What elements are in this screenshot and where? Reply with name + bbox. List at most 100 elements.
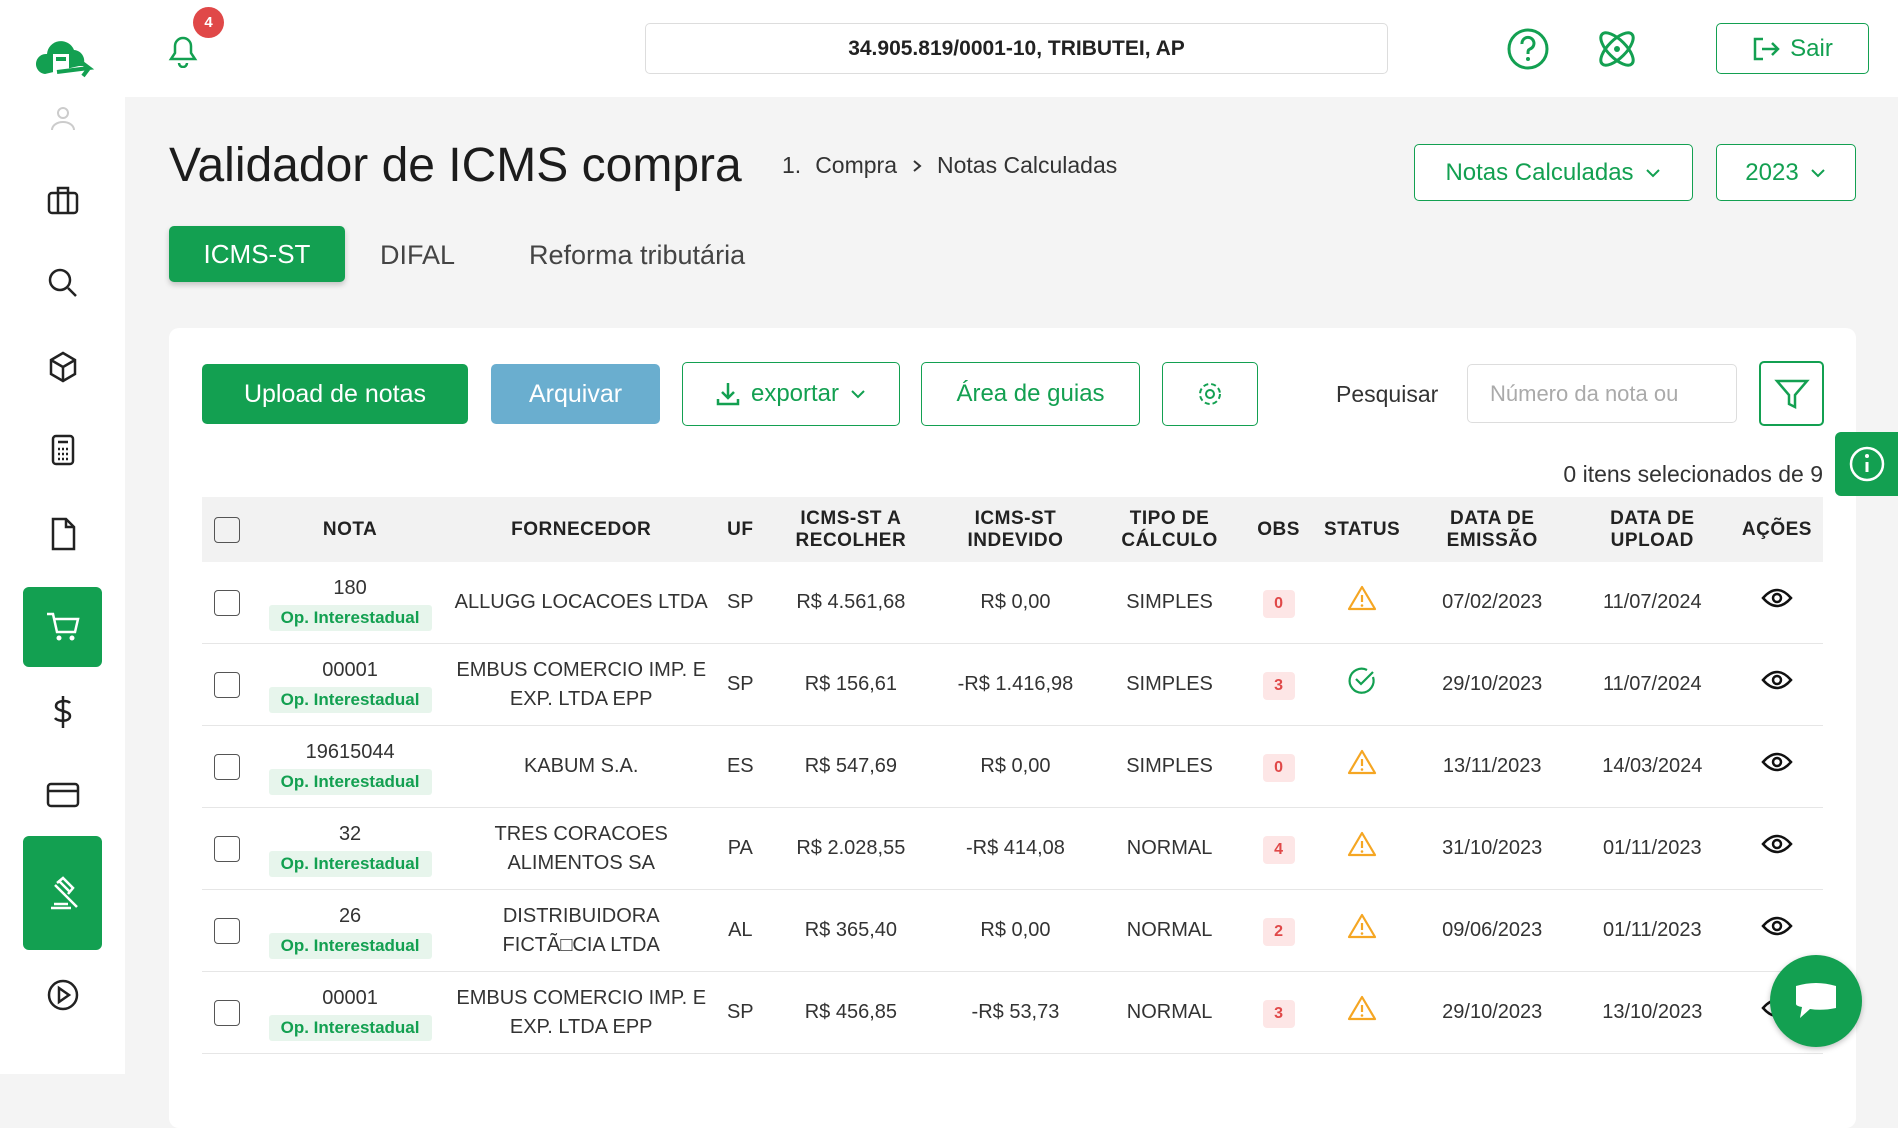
header-cell: DATA DE UPLOAD [1573, 497, 1731, 562]
ok-icon [1348, 667, 1375, 694]
checkbox-cell [202, 643, 253, 726]
logo[interactable] [33, 38, 95, 86]
header-cell: STATUS [1313, 497, 1411, 562]
chat-icon [1796, 983, 1836, 1018]
actions-cell [1730, 725, 1823, 808]
view-button[interactable] [1761, 670, 1793, 696]
status-cell [1313, 971, 1411, 1054]
emissao-cell: 07/02/2023 [1410, 562, 1574, 644]
view-button[interactable] [1761, 834, 1793, 860]
uf-cell: AL [714, 889, 767, 972]
nav-cart[interactable] [23, 587, 102, 667]
tab[interactable]: Reforma tributária [529, 240, 746, 270]
user-icon[interactable] [50, 106, 76, 130]
card-icon [46, 782, 79, 808]
nav-finance[interactable] [23, 692, 102, 732]
status-cell [1313, 807, 1411, 890]
nota-cell: 180 Op. Interestadual [252, 562, 449, 644]
chat-button[interactable] [1770, 955, 1862, 1047]
year-dropdown[interactable]: 2023 [1716, 144, 1856, 201]
view-dropdown[interactable]: Notas Calculadas [1414, 144, 1693, 201]
fornecedor-cell: DISTRIBUIDORA FICTÃ□CIA LTDA [448, 889, 715, 972]
company-selector[interactable]: 34.905.819/0001-10, TRIBUTEI, AP [645, 23, 1388, 74]
search-icon [48, 268, 77, 297]
upload-cell: 11/07/2024 [1573, 643, 1731, 726]
nota-number: 26 [338, 904, 362, 927]
row-checkbox[interactable] [214, 917, 240, 944]
recolher-cell: R$ 4.561,68 [766, 562, 936, 644]
tab[interactable]: DIFAL [380, 240, 456, 270]
year-label: 2023 [1745, 158, 1799, 186]
export-button[interactable]: exportar [682, 362, 900, 426]
checkbox-cell [202, 971, 253, 1054]
table-row: 19615044 Op. Interestadual KABUM S.A. ES R$ … [202, 725, 1823, 808]
upload-button[interactable]: Upload de notas [202, 364, 468, 424]
logout-button[interactable]: Sair [1716, 23, 1869, 74]
row-checkbox[interactable] [214, 999, 240, 1026]
bell-icon[interactable] [166, 32, 200, 68]
header-cell: NOTA [252, 497, 449, 562]
view-label: Notas Calculadas [1445, 158, 1634, 186]
nav-box[interactable] [23, 347, 102, 387]
operation-tag: Op. Interestadual [268, 850, 432, 877]
table-body: 180 Op. Interestadual ALLUGG LOCACOES LTDA… [202, 562, 1823, 1054]
table-row: 32 Op. Interestadual TRES CORACOES ALIMENT… [202, 807, 1823, 890]
nav-legal[interactable] [23, 836, 102, 950]
nav-card[interactable] [23, 775, 102, 815]
nota-cell: 19615044 Op. Interestadual [252, 725, 449, 808]
table-row: 00001 Op. Interestadual EMBUS COMERCIO IMP… [202, 643, 1823, 726]
view-icon [1761, 916, 1793, 936]
view-button[interactable] [1761, 588, 1793, 614]
view-button[interactable] [1761, 916, 1793, 942]
tipo-cell: NORMAL [1095, 807, 1244, 890]
play-icon [47, 979, 78, 1011]
nav-file[interactable] [23, 514, 102, 554]
nav-calculator[interactable] [23, 430, 102, 470]
dollar-icon [53, 696, 71, 728]
checkbox-cell [202, 807, 253, 890]
breadcrumb-step: 1. [782, 152, 802, 178]
fornecedor-cell: KABUM S.A. [448, 725, 715, 808]
fornecedor-cell: TRES CORACOES ALIMENTOS SA [448, 807, 715, 890]
view-icon [1761, 670, 1793, 690]
archive-button[interactable]: Arquivar [491, 364, 660, 424]
select-all-checkbox[interactable] [214, 516, 240, 543]
warning-icon [1348, 913, 1377, 939]
uf-cell: PA [714, 807, 767, 890]
header-row: NOTA FORNECEDOR UF ICMS-ST A RECOLHER ICMS-S… [202, 497, 1823, 562]
search-input[interactable]: Número da nota ou [1467, 364, 1737, 423]
row-checkbox[interactable] [214, 835, 240, 862]
settings-button[interactable] [1162, 362, 1258, 426]
notes-table: NOTA FORNECEDOR UF ICMS-ST A RECOLHER ICMS-S… [202, 497, 1823, 1054]
breadcrumb-item[interactable]: Compra [815, 152, 897, 178]
export-label: exportar [750, 380, 840, 407]
atom-icon[interactable] [1593, 25, 1641, 73]
filter-button[interactable] [1759, 361, 1824, 426]
page-title: Validador de ICMS compra [169, 139, 742, 192]
selection-count: 0 itens selecionados de 9 [1563, 461, 1823, 487]
checkbox-cell [202, 889, 253, 972]
row-checkbox[interactable] [214, 671, 240, 698]
view-button[interactable] [1761, 752, 1793, 778]
header-cell: FORNECEDOR [448, 497, 715, 562]
actions-cell [1730, 643, 1823, 726]
guides-button[interactable]: Área de guias [921, 362, 1140, 426]
nota-cell: 32 Op. Interestadual [252, 807, 449, 890]
indevido-cell: R$ 0,00 [935, 562, 1096, 644]
calculator-icon [51, 434, 74, 466]
status-cell [1313, 643, 1411, 726]
nav-search[interactable] [23, 263, 102, 303]
operation-tag: Op. Interestadual [268, 932, 432, 959]
nav-video[interactable] [23, 975, 102, 1015]
nota-cell: 00001 Op. Interestadual [252, 643, 449, 726]
tab-active[interactable]: ICMS-ST [169, 226, 345, 282]
nav-briefcase[interactable] [23, 180, 102, 220]
header-cell: OBS [1243, 497, 1314, 562]
row-checkbox[interactable] [214, 753, 240, 780]
header-cell: AÇÕES [1730, 497, 1823, 562]
row-checkbox[interactable] [214, 589, 240, 616]
obs-badge: 3 [1262, 671, 1295, 700]
info-tab[interactable] [1835, 432, 1898, 496]
chevron-down [1810, 168, 1825, 177]
help-icon[interactable] [1506, 27, 1550, 71]
